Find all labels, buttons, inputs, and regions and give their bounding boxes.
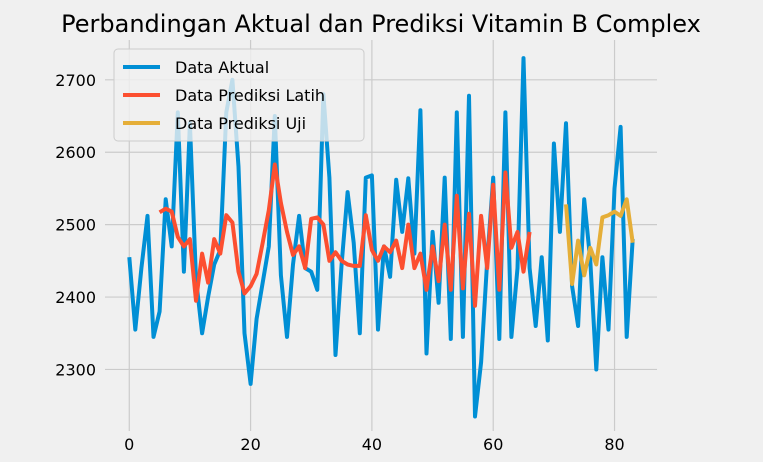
y-tick-label: 2300 xyxy=(55,360,96,379)
series-line-3 xyxy=(564,197,635,286)
x-tick-label: 80 xyxy=(604,435,624,454)
x-tick-label: 40 xyxy=(362,435,382,454)
legend-entry-label: Data Prediksi Latih xyxy=(175,86,325,105)
y-tick-label: 2500 xyxy=(55,216,96,235)
legend-entry-label: Data Prediksi Uji xyxy=(175,114,306,133)
x-tick-label: 60 xyxy=(483,435,503,454)
series-lines xyxy=(127,56,635,419)
legend: Data Aktual Data Prediksi Latih Data Predi… xyxy=(113,48,365,142)
y-tick-label: 2600 xyxy=(55,143,96,162)
tick-labels: 0 20 40 60 80 2300 2400 2500 2600 2700 xyxy=(55,71,624,454)
x-tick-label: 0 xyxy=(124,435,134,454)
y-tick-label: 2400 xyxy=(55,288,96,307)
y-tick-label: 2700 xyxy=(55,71,96,90)
series-line-1 xyxy=(127,56,635,419)
legend-entry-label: Data Aktual xyxy=(175,58,269,77)
legend-box xyxy=(113,48,365,142)
x-tick-label: 20 xyxy=(240,435,260,454)
chart-title: Perbandingan Aktual dan Prediksi Vitamin… xyxy=(61,10,701,38)
grid xyxy=(105,40,657,431)
series-line-2 xyxy=(158,162,532,308)
